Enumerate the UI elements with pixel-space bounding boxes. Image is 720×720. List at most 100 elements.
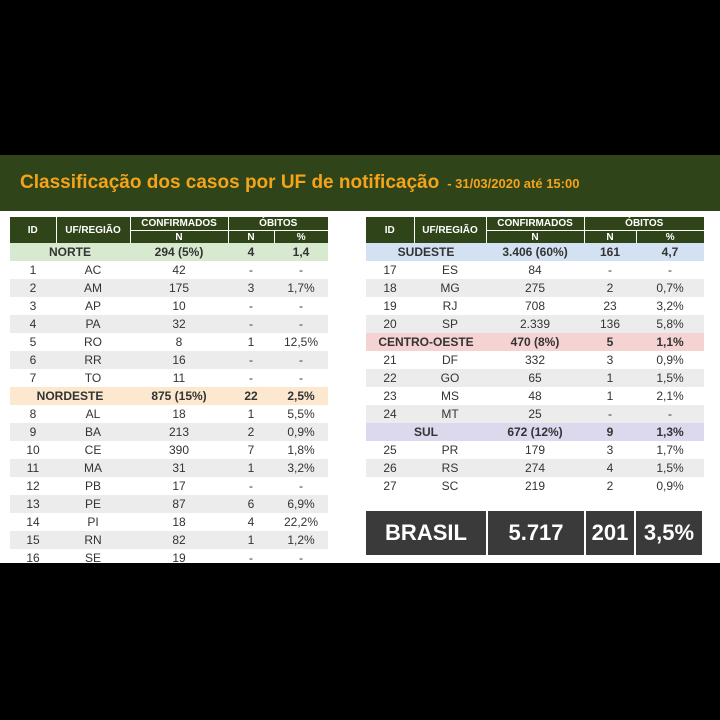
row-obitos-n: 2 xyxy=(228,423,274,441)
row-obitos-n: 23 xyxy=(603,299,617,313)
left-table: ID UF/REGIÃO CONFIRMADOS ÓBITOS N N % NO… xyxy=(10,217,328,567)
region-name: SUDESTE xyxy=(366,243,486,261)
report-date: - 31/03/2020 até 15:00 xyxy=(447,175,580,191)
row-id: 2 xyxy=(10,279,56,297)
row-uf: RR xyxy=(56,351,130,369)
row-confirmados: 708 xyxy=(524,299,546,313)
row-confirmados: 179 xyxy=(524,443,546,457)
row-id: 14 xyxy=(26,515,40,529)
region-confirmados: 294 (5%) xyxy=(130,243,228,261)
row-id: 6 xyxy=(10,351,56,369)
region-row: NORDESTE 875 (15%) 22 2,5% xyxy=(10,387,328,405)
row-id: 26 xyxy=(366,459,414,477)
row-confirmados: 65 xyxy=(486,369,584,387)
row-uf: MG xyxy=(414,279,486,297)
row-uf: AC xyxy=(84,263,102,277)
header-n: N xyxy=(227,230,274,243)
row-obitos-pct: 1,7% xyxy=(656,443,684,457)
header-uf: UF/REGIÃO xyxy=(413,217,486,243)
table-row: 13 PE 87 6 6,9% xyxy=(10,495,328,513)
row-obitos-n: 4 xyxy=(247,515,255,529)
row-uf: ES xyxy=(441,263,458,277)
row-confirmados: 175 xyxy=(130,279,228,297)
region-confirmados: 470 (8%) xyxy=(486,333,584,351)
region-obitos-n: 4 xyxy=(228,243,274,261)
table-row: 21 DF 332 3 0,9% xyxy=(366,351,704,369)
row-confirmados: 8 xyxy=(175,335,183,349)
row-obitos-n: - xyxy=(249,263,253,277)
row-id: 12 xyxy=(26,479,40,493)
row-confirmados: 11 xyxy=(172,371,186,385)
table-row: 22 GO 65 1 1,5% xyxy=(366,369,704,387)
row-confirmados: 32 xyxy=(130,315,228,333)
table-row: 24 MT 25- - xyxy=(366,405,704,423)
row-confirmados: 19 xyxy=(172,551,186,565)
table-row: 19 RJ 708 23 3,2% xyxy=(366,297,704,315)
row-obitos-pct: - xyxy=(299,263,303,277)
right-table-body: SUDESTE 3.406 (60%) 161 4,7 17 ES 84- -18 MG 275 2… xyxy=(366,243,704,495)
row-obitos-pct: 1,5% xyxy=(636,459,704,477)
row-obitos-n: - xyxy=(249,479,253,493)
row-id: 22 xyxy=(366,369,414,387)
row-obitos-pct: - xyxy=(299,299,303,313)
row-confirmados: 82 xyxy=(130,531,228,549)
row-uf: PI xyxy=(87,515,99,529)
row-uf: MS xyxy=(441,389,459,403)
row-id: 23 xyxy=(383,389,397,403)
table-row: 5 RO 8 1 12,5% xyxy=(10,333,328,351)
row-id: 7 xyxy=(29,371,37,385)
row-confirmados: 18 xyxy=(172,407,186,421)
row-obitos-n: - xyxy=(584,405,636,423)
row-obitos-pct: 12,5% xyxy=(283,335,319,349)
row-uf: GO xyxy=(414,369,486,387)
row-confirmados: 274 xyxy=(486,459,584,477)
row-obitos-pct: - xyxy=(636,405,704,423)
row-obitos-n: 136 xyxy=(584,315,636,333)
row-obitos-pct: 5,5% xyxy=(287,407,315,421)
table-row: 18 MG 275 2 0,7% xyxy=(366,279,704,297)
header-confirmados: CONFIRMADOS xyxy=(485,217,584,231)
row-obitos-n: 2 xyxy=(606,479,614,493)
row-uf: PE xyxy=(56,495,130,513)
row-id: 24 xyxy=(366,405,414,423)
row-obitos-pct: 0,9% xyxy=(656,353,684,367)
row-obitos-pct: - xyxy=(274,351,328,369)
row-confirmados: 332 xyxy=(524,353,546,367)
right-table: ID UF/REGIÃO CONFIRMADOS ÓBITOS N N % SU… xyxy=(366,217,704,495)
row-confirmados: 213 xyxy=(130,423,228,441)
row-obitos-pct: 3,2% xyxy=(274,459,328,477)
table-row: 27 SC 219 2 0,9% xyxy=(366,477,704,495)
row-obitos-n: 1 xyxy=(584,369,636,387)
row-uf: RS xyxy=(414,459,486,477)
row-obitos-n: - xyxy=(228,351,274,369)
header-pct: % xyxy=(273,230,328,243)
row-uf: AM xyxy=(56,279,130,297)
row-confirmados: 87 xyxy=(130,495,228,513)
region-obitos-pct: 2,5% xyxy=(274,387,328,405)
region-obitos-pct: 1,3% xyxy=(636,423,704,441)
row-uf: PA xyxy=(56,315,130,333)
row-uf: PB xyxy=(84,479,101,493)
table-row: 2 AM 175 3 1,7% xyxy=(10,279,328,297)
row-obitos-n: 1 xyxy=(228,531,274,549)
row-obitos-n: 3 xyxy=(606,353,614,367)
row-obitos-pct: 1,7% xyxy=(274,279,328,297)
table-row: 14 PI 18 4 22,2% xyxy=(10,513,328,531)
row-obitos-n: 6 xyxy=(228,495,274,513)
table-row: 26 RS 274 4 1,5% xyxy=(366,459,704,477)
total-confirmados: 5.717 xyxy=(486,511,584,555)
row-id: 10 xyxy=(26,443,40,457)
row-uf: DF xyxy=(442,353,458,367)
row-obitos-pct: 5,8% xyxy=(636,315,704,333)
row-obitos-n: 3 xyxy=(228,279,274,297)
region-row: CENTRO-OESTE 470 (8%) 5 1,1% xyxy=(366,333,704,351)
page-title: Classificação dos casos por UF de notifi… xyxy=(20,172,440,193)
total-pct: 3,5% xyxy=(634,511,702,555)
row-confirmados: 25 xyxy=(486,405,584,423)
table-row: 8 AL 18 1 5,5% xyxy=(10,405,328,423)
region-obitos-n: 161 xyxy=(584,243,636,261)
table-row: 11 MA 31 1 3,2% xyxy=(10,459,328,477)
row-id: 9 xyxy=(10,423,56,441)
row-uf: SE xyxy=(84,551,101,565)
row-obitos-n: 4 xyxy=(584,459,636,477)
